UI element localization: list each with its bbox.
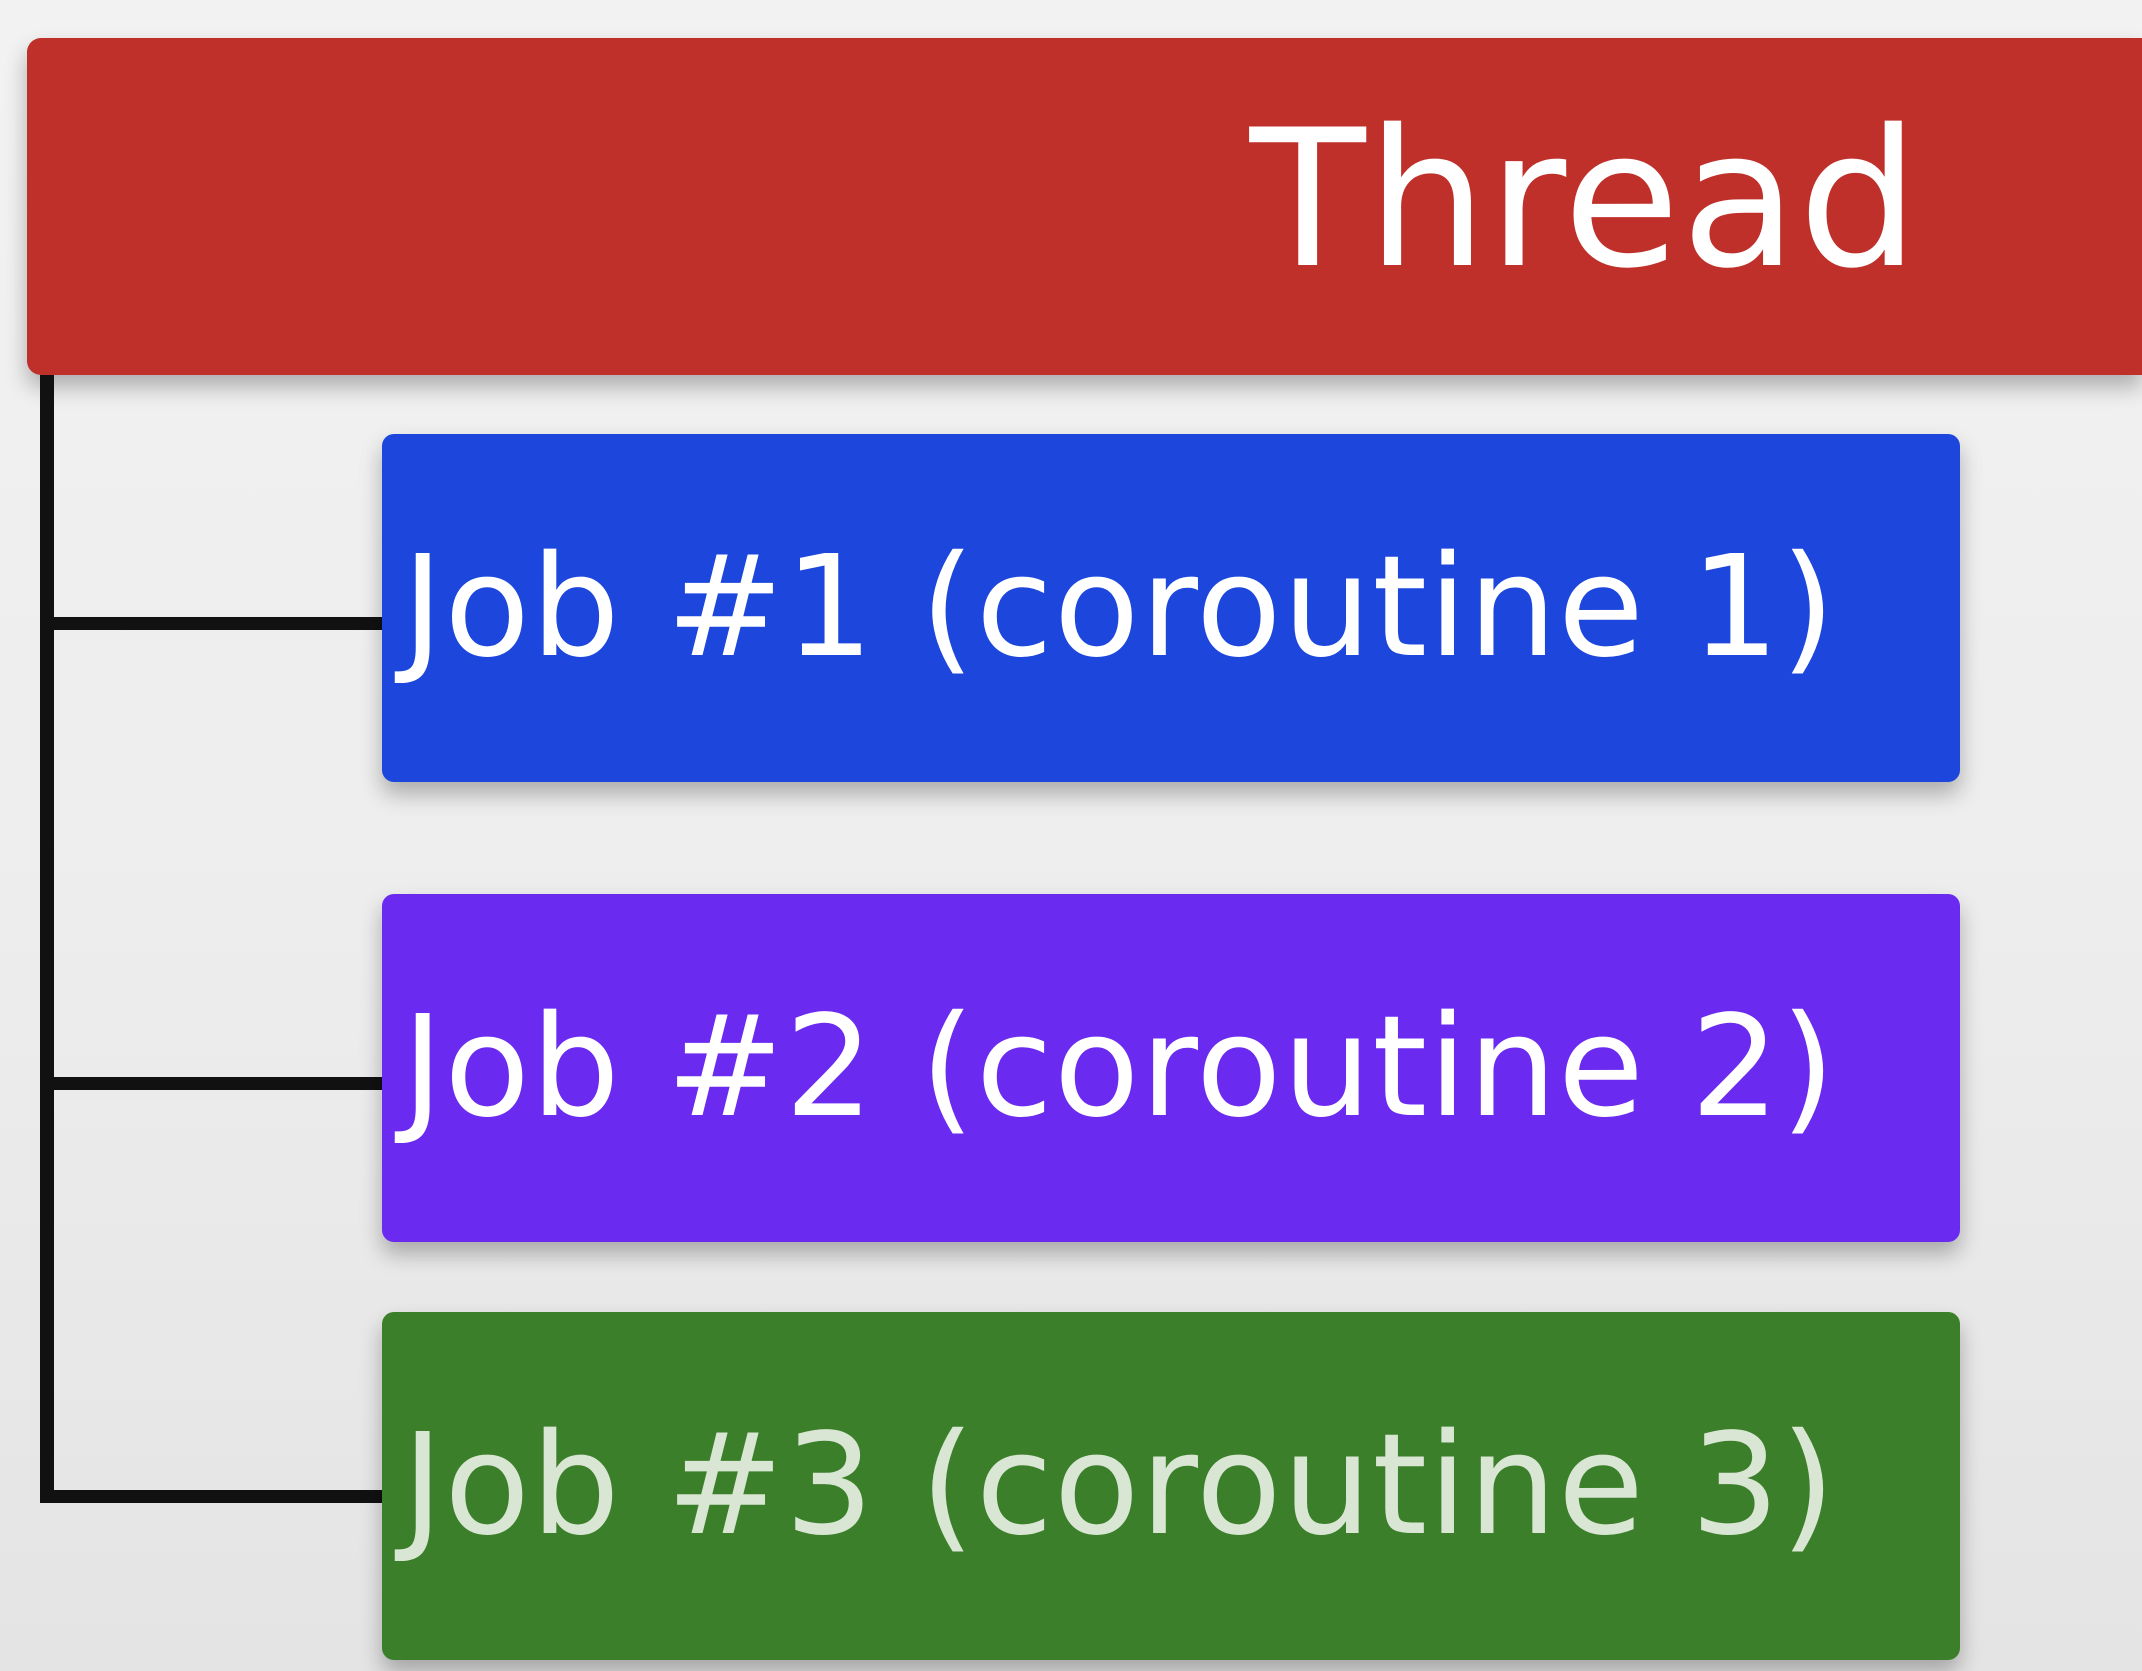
connector-branch-job-2 — [40, 1077, 396, 1090]
job-label-3: Job #3 (coroutine 3) — [402, 1404, 1837, 1567]
job-label-1: Job #1 (coroutine 1) — [402, 526, 1837, 689]
job-box-1: Job #1 (coroutine 1) — [382, 434, 1960, 782]
connector-branch-job-1 — [40, 617, 396, 630]
thread-label: Thread — [1249, 88, 1920, 310]
job-box-3: Job #3 (coroutine 3) — [382, 1312, 1960, 1660]
job-label-2: Job #2 (coroutine 2) — [402, 986, 1837, 1149]
job-box-2: Job #2 (coroutine 2) — [382, 894, 1960, 1242]
thread-bar: Thread — [27, 38, 2142, 375]
connector-branch-job-3 — [40, 1490, 396, 1503]
connector-trunk — [40, 375, 54, 1502]
